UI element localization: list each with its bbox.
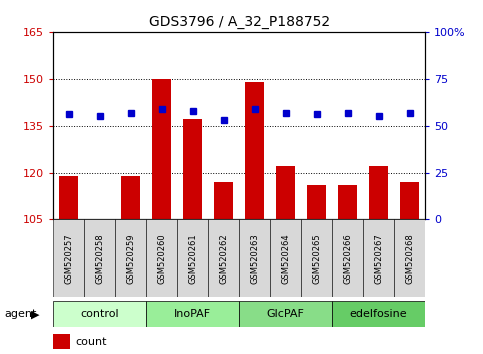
Text: GSM520264: GSM520264 [281,233,290,284]
Text: GlcPAF: GlcPAF [267,309,304,319]
Bar [270,219,301,297]
Bar [152,79,171,219]
Text: GSM520257: GSM520257 [64,233,73,284]
Text: GSM520259: GSM520259 [126,233,135,284]
Bar [90,219,109,221]
Bar [177,219,208,297]
Bar [146,219,177,297]
Bar [338,185,357,219]
Text: count: count [75,337,107,347]
Bar [121,176,140,219]
Text: ▶: ▶ [31,309,40,319]
Text: GSM520260: GSM520260 [157,233,166,284]
Text: GSM520263: GSM520263 [250,233,259,284]
Bar [84,219,115,297]
Text: agent: agent [5,309,37,319]
Text: GSM520261: GSM520261 [188,233,197,284]
Bar [400,182,419,219]
Bar [245,82,264,219]
Bar [301,219,332,297]
Text: GSM520258: GSM520258 [95,233,104,284]
Text: GSM520266: GSM520266 [343,233,352,284]
Bar [208,219,239,297]
Bar [394,219,425,297]
Bar [53,219,84,297]
Bar [332,219,363,297]
Text: GSM520267: GSM520267 [374,233,383,284]
Bar [59,176,78,219]
Bar [53,334,70,349]
Text: GSM520262: GSM520262 [219,233,228,284]
Bar [115,219,146,297]
Text: InoPAF: InoPAF [174,309,211,319]
Text: GSM520265: GSM520265 [312,233,321,284]
Bar [239,301,332,327]
Bar [276,166,295,219]
Bar [369,166,388,219]
Bar [214,182,233,219]
Bar [184,119,202,219]
Bar [146,301,239,327]
Bar [332,301,425,327]
Text: edelfosine: edelfosine [350,309,407,319]
Text: control: control [80,309,119,319]
Bar [53,301,146,327]
Text: GSM520268: GSM520268 [405,233,414,284]
Bar [363,219,394,297]
Bar [239,219,270,297]
Bar [307,185,326,219]
Title: GDS3796 / A_32_P188752: GDS3796 / A_32_P188752 [149,16,330,29]
